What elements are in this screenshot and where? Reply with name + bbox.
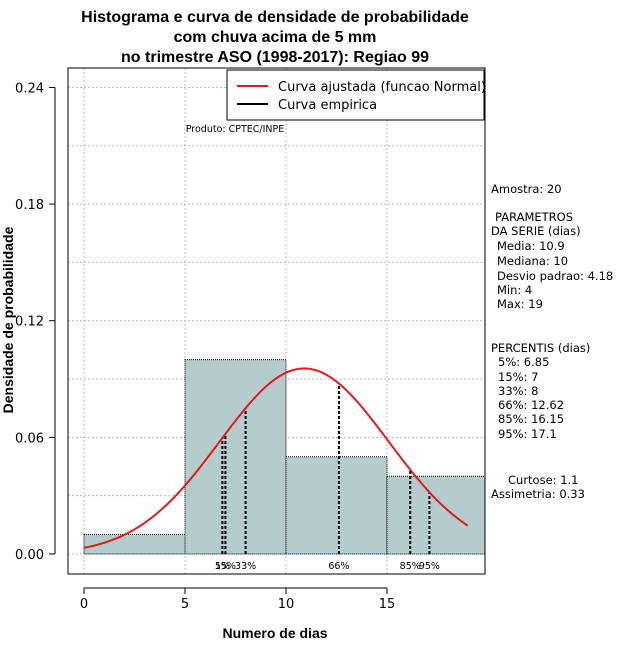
x-tick-label: 15 (379, 597, 396, 612)
histogram-bar (386, 475, 486, 555)
producer-label: Produto: CPTEC/INPE (186, 124, 285, 135)
y-tick-label: 0.06 (15, 431, 44, 446)
stat-p85: 85%: 16.15 (498, 412, 564, 426)
x-tick-label: 0 (80, 597, 88, 612)
stat-params-header-1: PARAMETROS (495, 210, 573, 224)
x-axis-title: Numero de dias (222, 625, 327, 641)
chart-title-line-2: com chuva acima de 5 mm (174, 29, 377, 46)
percentile-label: 66% (328, 561, 349, 572)
x-tick-label: 5 (181, 597, 189, 612)
stat-p33: 33%: 8 (498, 384, 538, 398)
histogram-bar (285, 456, 388, 555)
legend-box (226, 69, 485, 121)
y-tick-label: 0.00 (15, 548, 44, 563)
legend-label-fitted: Curva ajustada (funcao Normal) (278, 80, 486, 95)
stat-mediana: Mediana: 10 (497, 254, 568, 268)
stat-curtose: Curtose: 1.1 (508, 473, 578, 487)
stat-params-header-2: DA SERIE (dias) (491, 224, 581, 238)
percentile-label: 15% (215, 561, 236, 572)
stat-desvio: Desvio padrao: 4.18 (497, 269, 613, 283)
percentile-label: 5% (215, 561, 230, 572)
stat-p5: 5%: 6.85 (498, 355, 549, 369)
percentile-label: 95% (419, 561, 440, 572)
stat-max: Max: 19 (497, 297, 543, 311)
stat-p66: 66%: 12.62 (498, 398, 564, 412)
x-tick-label: 10 (278, 597, 295, 612)
legend-label-empirical: Curva empirica (278, 98, 377, 113)
fitted-curve (83, 367, 469, 549)
y-tick-label: 0.18 (15, 198, 44, 213)
y-tick-label: 0.24 (15, 81, 44, 96)
percentile-label: 85% (400, 561, 421, 572)
axes: 0 5 10 15 0.00 0.06 0.12 0.18 0.24 (15, 81, 395, 612)
stat-p95: 95%: 17.1 (498, 427, 557, 441)
stats-panel: Amostra: 20 PARAMETROS DA SERIE (dias) M… (491, 182, 613, 501)
percentile-label: 33% (235, 561, 256, 572)
chart-title-line-3: no trimestre ASO (1998-2017): Regiao 99 (121, 49, 429, 66)
y-axis-title: Densidade de probabilidade (0, 226, 16, 413)
stat-assimetria: Assimetria: 0.33 (491, 487, 585, 501)
histogram-bars (83, 359, 486, 555)
fitted-curve-layer (83, 367, 469, 549)
chart-title-line-1: Histograma e curva de densidade de proba… (81, 9, 469, 26)
plot-border (67, 67, 486, 575)
legend: Curva ajustada (funcao Normal) Curva emp… (226, 69, 486, 121)
percentile-lines: 5%15% 33% 66% 85%95% (215, 383, 440, 572)
stat-sample: Amostra: 20 (491, 182, 562, 196)
stat-percentis-header: PERCENTIS (dias) (491, 341, 590, 355)
stat-media: Media: 10.9 (497, 239, 565, 253)
stat-min: Min: 4 (497, 283, 532, 297)
y-tick-label: 0.12 (15, 315, 44, 330)
histogram-bar (184, 359, 287, 555)
stat-p15: 15%: 7 (498, 370, 538, 384)
